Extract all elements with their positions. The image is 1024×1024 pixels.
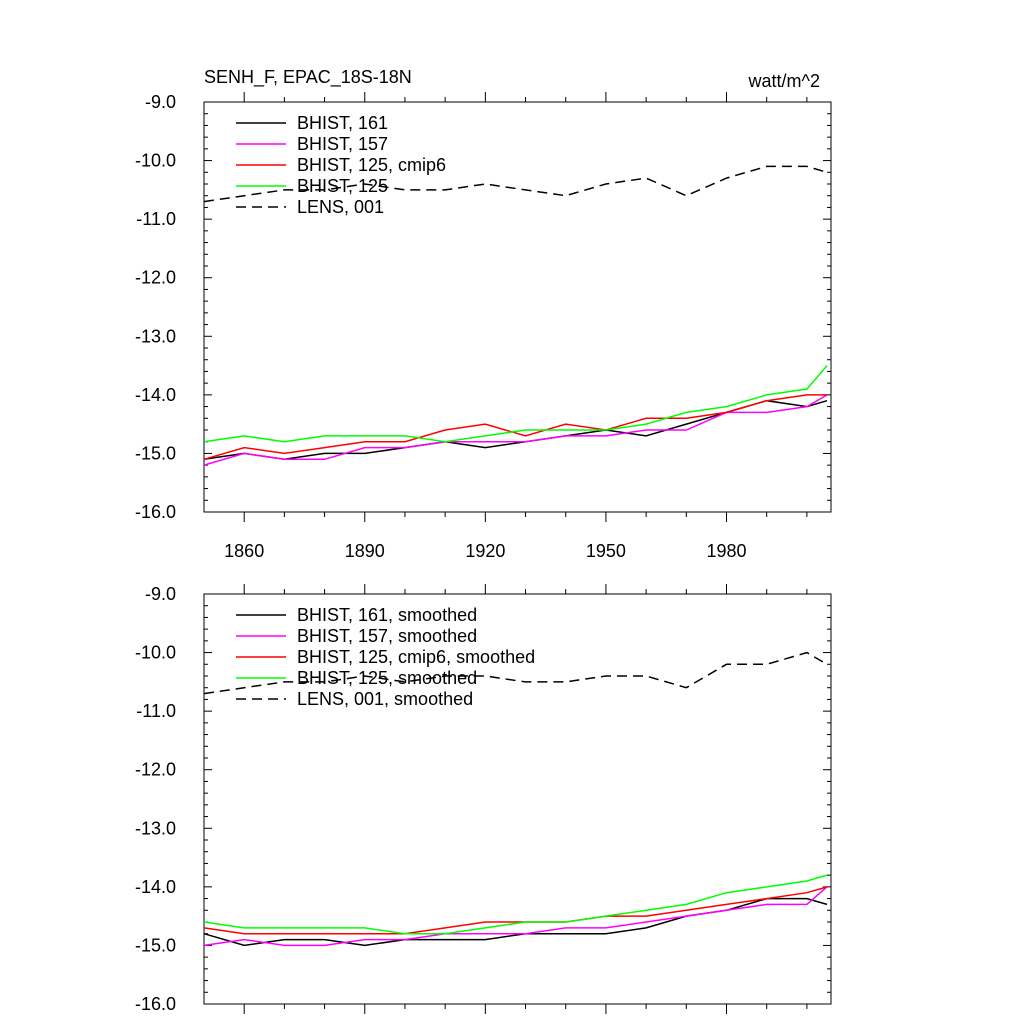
- y-tick-label: -11.0: [136, 209, 176, 229]
- series-line: [203, 165, 828, 203]
- x-tick-label: 1920: [465, 541, 505, 561]
- y-tick-label: -15.0: [135, 935, 176, 955]
- legend-label: BHIST, 125, smoothed: [297, 668, 477, 688]
- plot-frame: [203, 101, 832, 513]
- y-tick-label: -13.0: [135, 818, 176, 838]
- legend-label: BHIST, 157: [297, 134, 388, 154]
- y-tick-label: -12.0: [135, 760, 176, 780]
- legend-label: LENS, 001: [297, 197, 384, 217]
- y-tick-label: -15.0: [135, 443, 176, 463]
- y-tick-label: -14.0: [135, 385, 176, 405]
- y-tick-label: -16.0: [135, 994, 176, 1014]
- legend-label: BHIST, 161, smoothed: [297, 605, 477, 625]
- series-line: [203, 394, 827, 461]
- x-tick-label: 1950: [586, 541, 626, 561]
- legend-label: BHIST, 157, smoothed: [297, 626, 477, 646]
- series-line: [203, 399, 828, 461]
- series-line: [203, 394, 828, 466]
- y-tick-label: -10.0: [135, 643, 176, 663]
- top-panel: -9.0 -10.0 -11.0 -12.0 -13.0 -14.0 -15.0 -16.0 1…: [135, 92, 832, 561]
- legend-label: BHIST, 161: [297, 113, 388, 133]
- y-tick-label: -16.0: [135, 502, 176, 522]
- x-tick-label: 1860: [224, 541, 264, 561]
- series-line: [203, 886, 828, 947]
- series-line: [203, 651, 828, 695]
- y-tick-label: -12.0: [135, 268, 176, 288]
- y-tick-label: -13.0: [135, 326, 176, 346]
- series-line: [203, 365, 828, 443]
- series-line: [203, 874, 828, 935]
- legend-label: BHIST, 125, cmip6: [297, 155, 446, 175]
- y-tick-label: -10.0: [135, 151, 176, 171]
- figure-title: SENH_F, EPAC_18S-18N: [204, 67, 412, 88]
- series-line: [203, 886, 828, 935]
- bottom-panel: -9.0 -10.0 -11.0 -12.0 -13.0 -14.0 -15.0 -16.0 B…: [135, 584, 832, 1014]
- x-tick-label: 1980: [706, 541, 746, 561]
- x-tick-label: 1890: [345, 541, 385, 561]
- plot-frame: [203, 593, 832, 1005]
- legend-label: LENS, 001, smoothed: [297, 689, 473, 709]
- legend-label: BHIST, 125: [297, 176, 388, 196]
- y-tick-label: -9.0: [145, 92, 176, 112]
- legend-label: BHIST, 125, cmip6, smoothed: [297, 647, 535, 667]
- y-tick-label: -14.0: [135, 877, 176, 897]
- y-tick-label: -9.0: [145, 584, 176, 604]
- units-label: watt/m^2: [748, 71, 820, 91]
- y-tick-label: -11.0: [136, 701, 176, 721]
